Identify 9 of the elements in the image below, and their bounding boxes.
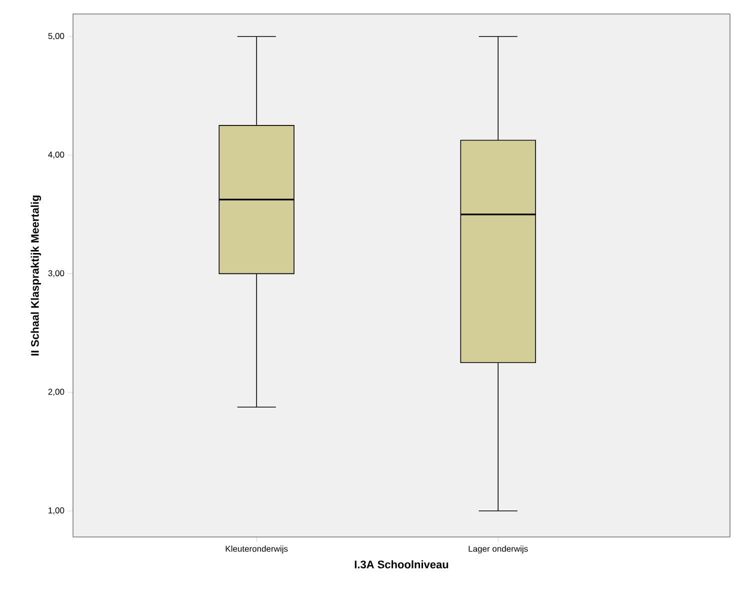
x-axis-title: I.3A Schoolniveau xyxy=(354,560,448,568)
y-tick-label: 3,00 xyxy=(48,270,64,278)
x-tick-label: Lager onderwijs xyxy=(468,546,528,554)
y-axis-title: II Schaal Klaspraktijk Meertalig xyxy=(30,196,42,356)
y-tick-label: 1,00 xyxy=(48,507,64,514)
x-tick-label: Kleuteronderwijs xyxy=(226,546,288,554)
y-tick-label: 5,00 xyxy=(48,33,64,40)
y-tick-label: 2,00 xyxy=(48,388,64,396)
y-tick-label: 4,00 xyxy=(48,152,64,159)
